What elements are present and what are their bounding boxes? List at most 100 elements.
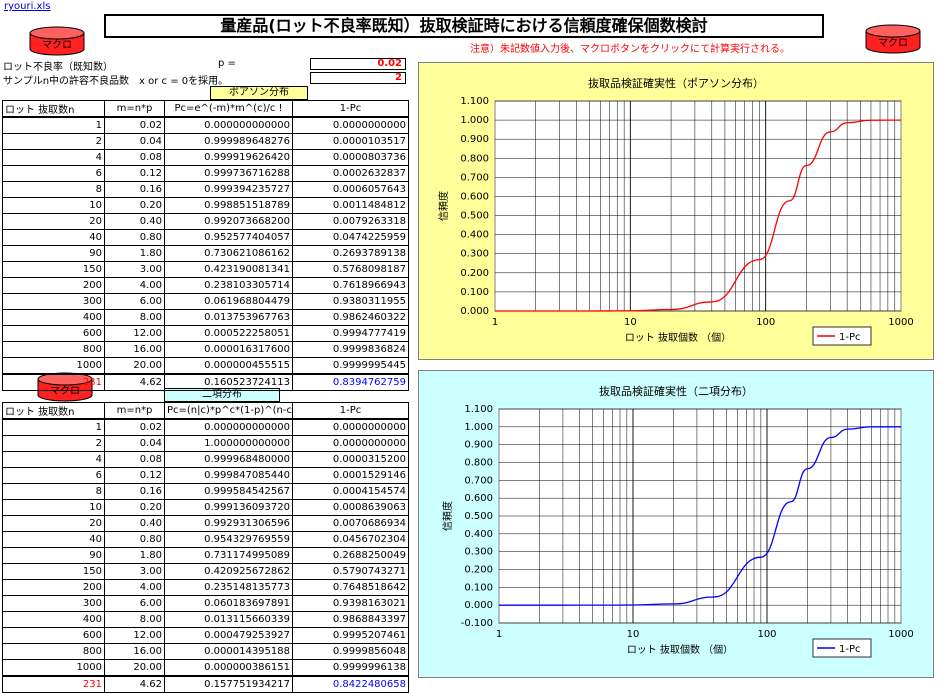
- x-axis-label: ロット 抜取個数 （個）: [627, 643, 733, 656]
- table-cell: 0.999584542567: [164, 483, 293, 500]
- table-cell: 0.992073668200: [164, 213, 293, 230]
- table-cell: 0.000016317600: [164, 341, 293, 358]
- table-cell: 0.04: [104, 435, 165, 452]
- table-cell: ロット 抜取数n: [2, 402, 105, 420]
- table-cell: 0.000000455515: [164, 357, 293, 375]
- table-cell: 0.7648518642: [292, 579, 409, 596]
- table-row: 200 4.00 0.235148135773 0.7648518642: [2, 579, 409, 596]
- table-cell: 0.0002632837: [292, 165, 409, 182]
- macro-button-label: マクロ: [50, 386, 80, 397]
- table-cell: 600: [2, 627, 105, 644]
- table-cell: 0.160523724113: [164, 373, 293, 391]
- y-tick-label: 1.100: [460, 96, 489, 107]
- table-cell: 90: [2, 547, 105, 564]
- table-header-row: ロット 抜取数n m=n*p Pc=(n|c)*p^c*(1-p)^(n-c) 1-P…: [2, 402, 409, 420]
- table-cell: 300: [2, 293, 105, 310]
- table-row: 600 12.00 0.000479253927 0.9995207461: [2, 627, 409, 644]
- table-cell: 1-Pc: [292, 100, 409, 118]
- file-link[interactable]: ryouri.xls: [4, 1, 51, 12]
- table-cell: 0.992931306596: [164, 515, 293, 532]
- table-total-row: 231 4.62 0.157751934217 0.8422480658: [2, 675, 409, 693]
- table-cell: 200: [2, 277, 105, 294]
- table-cell: 1-Pc: [292, 402, 409, 420]
- table-cell: m=n*p: [104, 402, 165, 420]
- allowed-defects-input[interactable]: 2: [310, 72, 406, 84]
- table-cell: 0.12: [104, 467, 165, 484]
- table-cell: 0.8394762759: [292, 373, 409, 391]
- table-cell: 0.999919626420: [164, 149, 293, 166]
- table-cell: 10: [2, 197, 105, 214]
- y-tick-label: 0.900: [464, 440, 493, 451]
- table-cell: 600: [2, 325, 105, 342]
- table-cell: 0.999736716288: [164, 165, 293, 182]
- x-tick-label: 10: [624, 317, 637, 328]
- poisson-label: ポアソン分布: [210, 86, 308, 100]
- table-cell: 150: [2, 563, 105, 580]
- table-cell: 0.12: [104, 165, 165, 182]
- table-cell: 231: [2, 675, 105, 693]
- series-line: [494, 119, 901, 312]
- macro-button-top-right[interactable]: マクロ: [864, 24, 922, 54]
- y-tick-label: 0.900: [460, 134, 489, 145]
- macro-button-top-left[interactable]: マクロ: [28, 26, 86, 56]
- table-cell: 0.9398163021: [292, 595, 409, 612]
- p-value-input[interactable]: 0.02: [310, 58, 406, 70]
- table-cell: 6.00: [104, 595, 165, 612]
- table-cell: 12.00: [104, 325, 165, 342]
- table-cell: 0.8422480658: [292, 675, 409, 693]
- table-cell: 3.00: [104, 261, 165, 278]
- y-tick-label: 0.800: [464, 458, 493, 469]
- x-tick-label: 1: [492, 317, 498, 328]
- table-cell: 0.9380311955: [292, 293, 409, 310]
- table-cell: 1.80: [104, 547, 165, 564]
- poisson-table: ロット 抜取数n m=n*p Pc=e^(-m)*m^(c)/c ! 1-Pc 1 0.0…: [2, 100, 409, 391]
- table-cell: 0.0006057643: [292, 181, 409, 198]
- table-cell: 2: [2, 133, 105, 150]
- table-cell: 0.0070686934: [292, 515, 409, 532]
- x-tick-label: 100: [757, 629, 776, 640]
- table-row: 90 1.80 0.731174995089 0.2688250049: [2, 547, 409, 564]
- table-cell: 0.999136093720: [164, 499, 293, 516]
- table-cell: 0.9868843397: [292, 611, 409, 628]
- table-cell: 16.00: [104, 341, 165, 358]
- table-cell: 8: [2, 181, 105, 198]
- table-cell: 0.9999856048: [292, 643, 409, 660]
- table-cell: 0.0000000000: [292, 116, 409, 134]
- series-line: [499, 426, 901, 606]
- allowed-defects-label: サンプルn中の許容不良品数 x or c = 0を採用。: [3, 76, 229, 87]
- table-cell: 0.9995207461: [292, 627, 409, 644]
- table-cell: 10: [2, 499, 105, 516]
- y-tick-label: 0.000: [460, 306, 489, 317]
- table-row: 20 0.40 0.992073668200 0.0079263318: [2, 213, 409, 230]
- table-cell: 0.0004154574: [292, 483, 409, 500]
- table-row: 6 0.12 0.999847085440 0.0001529146: [2, 467, 409, 484]
- legend-label: 1-Pc: [839, 644, 861, 655]
- table-row: 40 0.80 0.952577404057 0.0474225959: [2, 229, 409, 246]
- table-cell: 4.62: [104, 373, 165, 391]
- table-cell: 4.00: [104, 579, 165, 596]
- binomial-table: ロット 抜取数n m=n*p Pc=(n|c)*p^c*(1-p)^(n-c) 1-P…: [2, 402, 409, 693]
- table-cell: 0.238103305714: [164, 277, 293, 294]
- y-tick-label: 0.600: [464, 493, 493, 504]
- y-tick-label: 0.300: [460, 249, 489, 260]
- table-cell: 2: [2, 435, 105, 452]
- x-tick-label: 1: [496, 629, 502, 640]
- table-row: 200 4.00 0.238103305714 0.7618966943: [2, 277, 409, 294]
- table-row: 600 12.00 0.000522258051 0.9994777419: [2, 325, 409, 342]
- y-tick-label: 0.400: [464, 529, 493, 540]
- table-cell: 90: [2, 245, 105, 262]
- table-cell: 0.060183697891: [164, 595, 293, 612]
- table-row: 300 6.00 0.060183697891 0.9398163021: [2, 595, 409, 612]
- table-cell: 400: [2, 611, 105, 628]
- table-cell: 0.999394235727: [164, 181, 293, 198]
- table-cell: 20: [2, 213, 105, 230]
- table-cell: 4: [2, 451, 105, 468]
- table-row: 800 16.00 0.000016317600 0.9999836824: [2, 341, 409, 358]
- table-row: 90 1.80 0.730621086162 0.2693789138: [2, 245, 409, 262]
- table-row: 1 0.02 0.000000000000 0.0000000000: [2, 418, 409, 436]
- table-cell: 0.2688250049: [292, 547, 409, 564]
- table-cell: 0.000522258051: [164, 325, 293, 342]
- table-cell: 8: [2, 483, 105, 500]
- notice-text: 注意）朱記数値入力後、マクロボタンをクリックにて計算実行される。: [470, 44, 790, 55]
- table-cell: 0.000479253927: [164, 627, 293, 644]
